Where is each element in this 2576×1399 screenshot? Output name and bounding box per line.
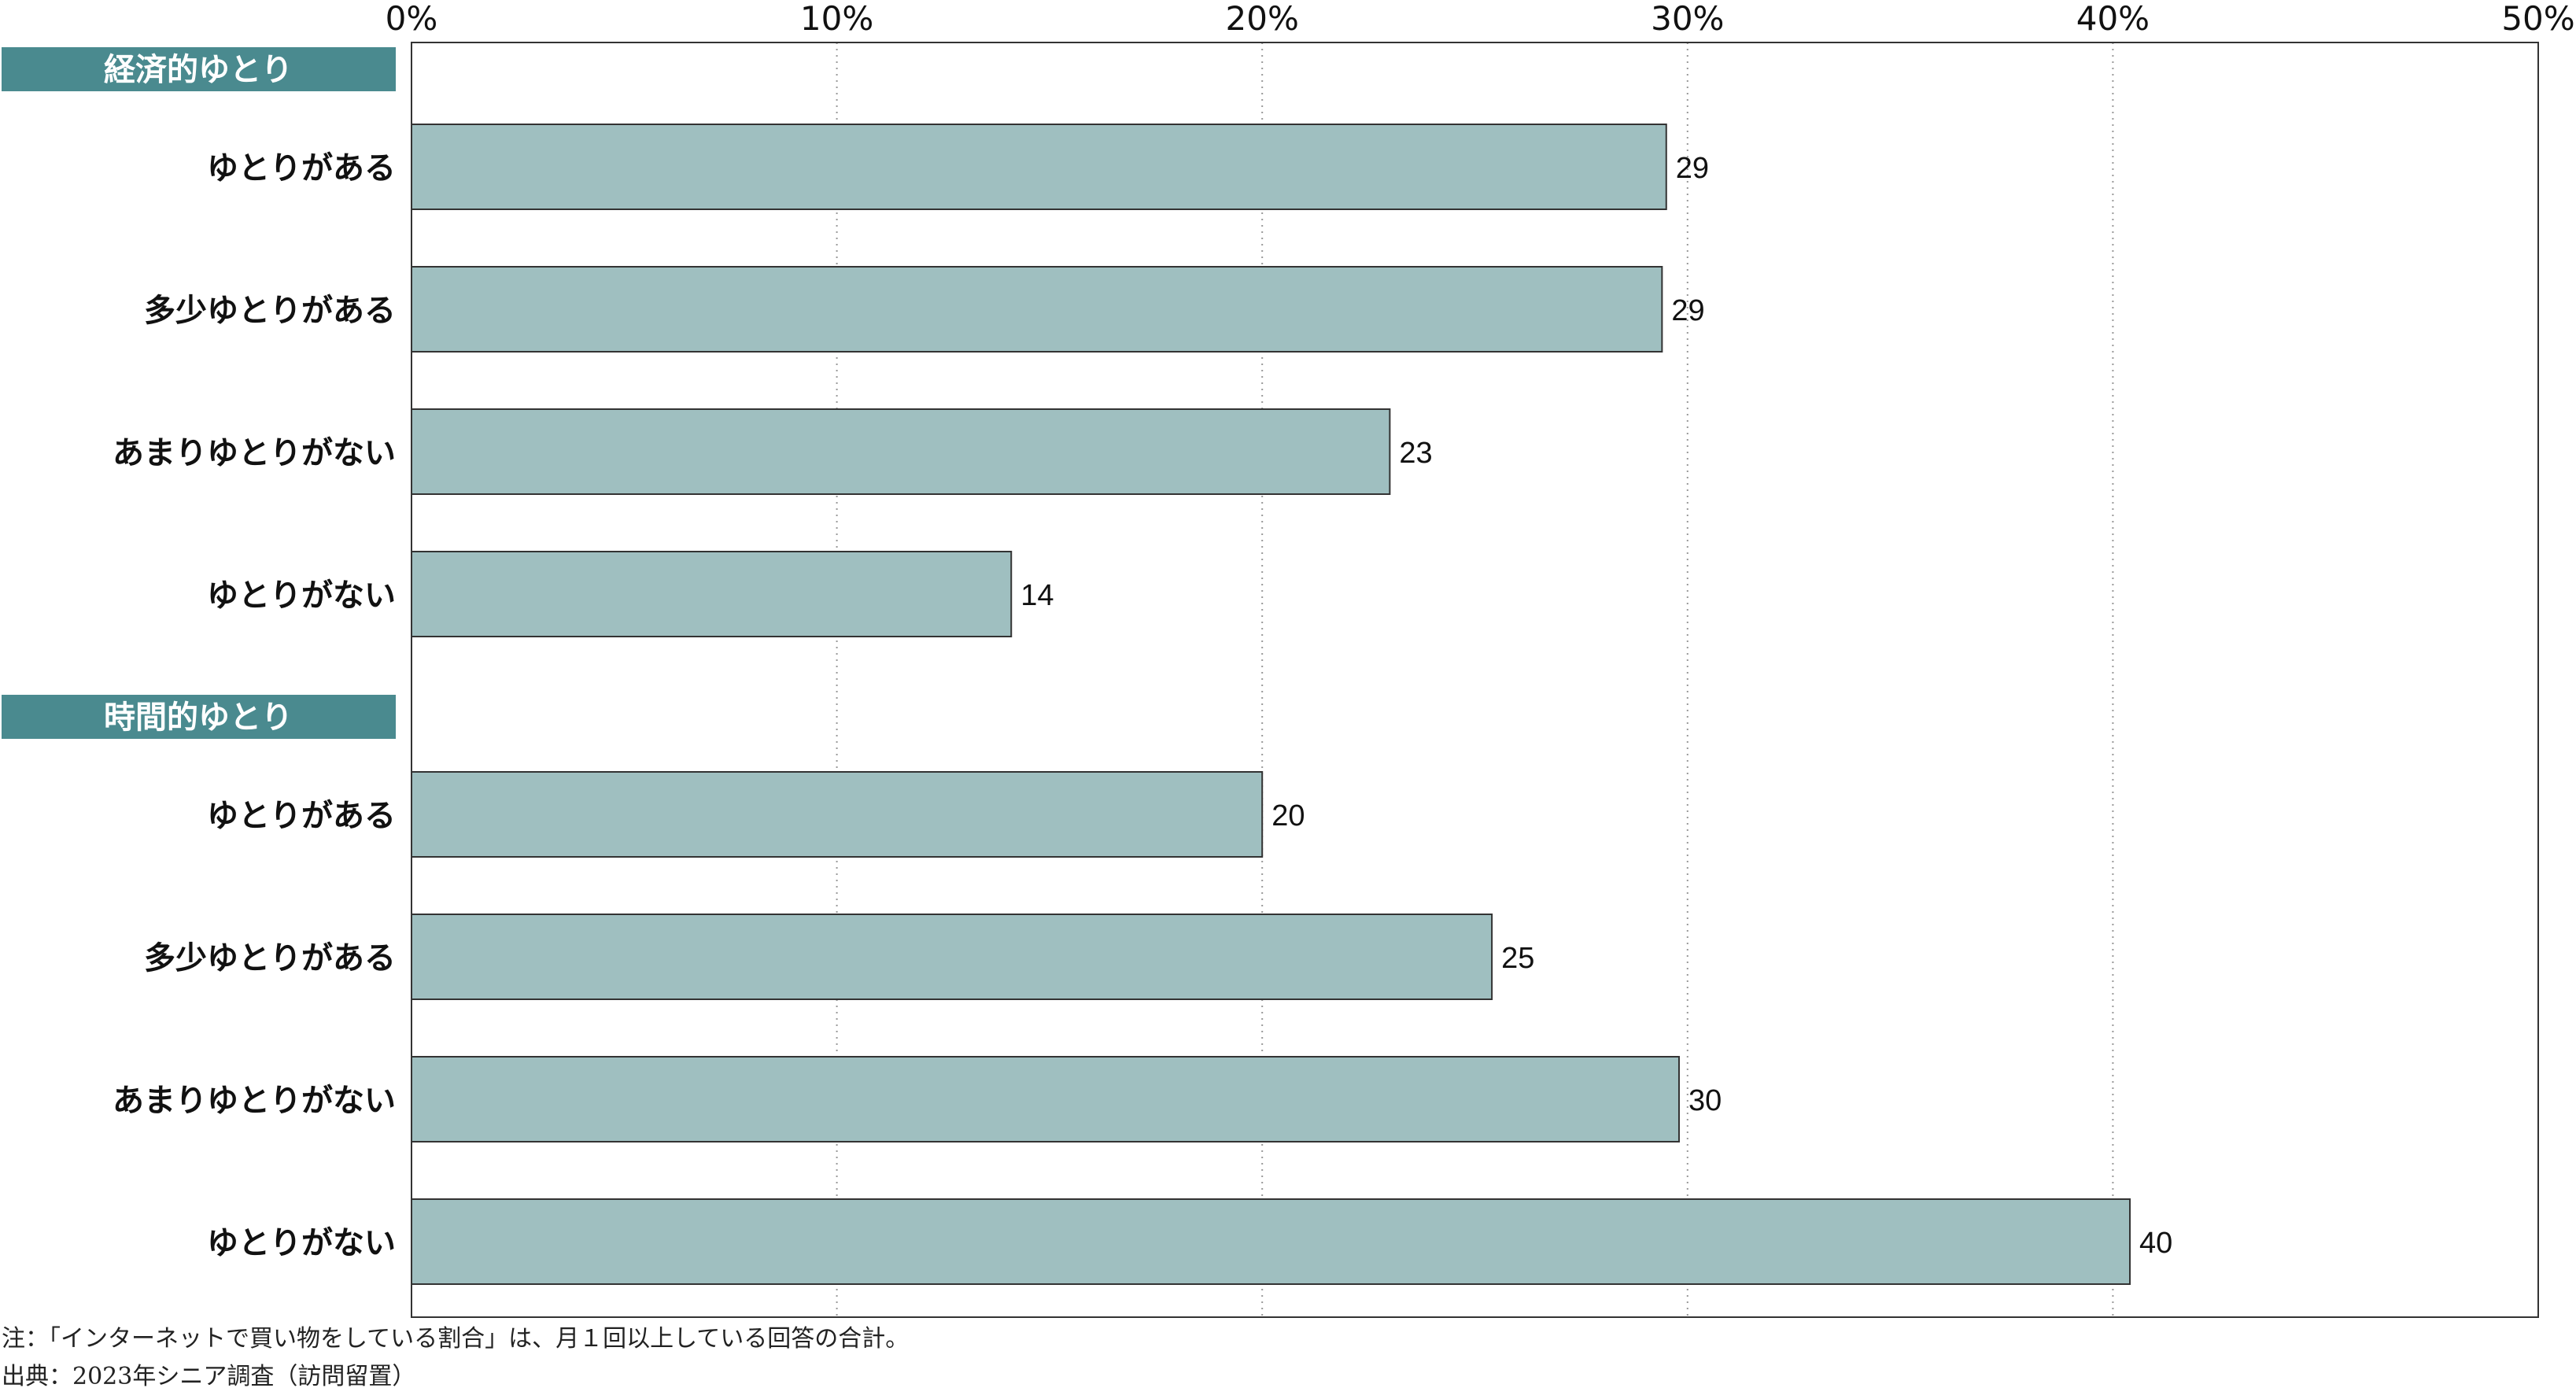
bar — [411, 408, 1391, 495]
category-label: あまりゆとりがない — [113, 1083, 396, 1119]
group-header-bg — [2, 47, 396, 91]
bar — [411, 1198, 2131, 1285]
bar — [411, 266, 1663, 353]
data-label: 29 — [1671, 294, 1704, 327]
bar — [411, 1056, 1680, 1142]
data-label: 29 — [1676, 152, 1709, 185]
data-label: 14 — [1020, 579, 1054, 612]
x-tick-label: 0% — [386, 0, 438, 38]
footnotes: 注：「インターネットで買い物をしている割合」は、月１回以上している回答の合計。 … — [2, 1320, 909, 1396]
group-header-label: 時間的ゆとり — [104, 700, 293, 736]
category-label: 多少ゆとりがある — [144, 940, 396, 976]
x-tick-label: 20% — [1226, 0, 1299, 38]
group-header-label: 経済的ゆとり — [104, 52, 293, 88]
x-tick-label: 50% — [2501, 0, 2574, 38]
data-label: 30 — [1688, 1084, 1722, 1117]
category-label: あまりゆとりがない — [113, 435, 396, 471]
x-tick-label: 40% — [2076, 0, 2150, 38]
plot-frame — [411, 42, 2539, 1318]
data-label: 23 — [1399, 437, 1432, 470]
bar — [411, 771, 1264, 858]
note-text: 注：「インターネットで買い物をしている割合」は、月１回以上している回答の合計。 — [2, 1325, 910, 1353]
category-label: ゆとりがない — [207, 578, 396, 614]
category-label: ゆとりがある — [207, 798, 396, 834]
category-label: ゆとりがない — [207, 1225, 396, 1261]
data-label: 40 — [2139, 1227, 2172, 1260]
bar — [411, 914, 1493, 1000]
category-label: 多少ゆとりがある — [144, 293, 396, 329]
data-label: 25 — [1501, 942, 1534, 975]
source-text: 出典：2023年シニア調査（訪問留置） — [2, 1363, 416, 1390]
bar — [411, 551, 1013, 637]
bar — [411, 124, 1667, 210]
data-label: 20 — [1271, 799, 1305, 832]
x-tick-label: 10% — [800, 0, 873, 38]
x-tick-label: 30% — [1651, 0, 1724, 38]
category-label: ゆとりがある — [207, 150, 396, 186]
group-header-bg — [2, 695, 396, 739]
